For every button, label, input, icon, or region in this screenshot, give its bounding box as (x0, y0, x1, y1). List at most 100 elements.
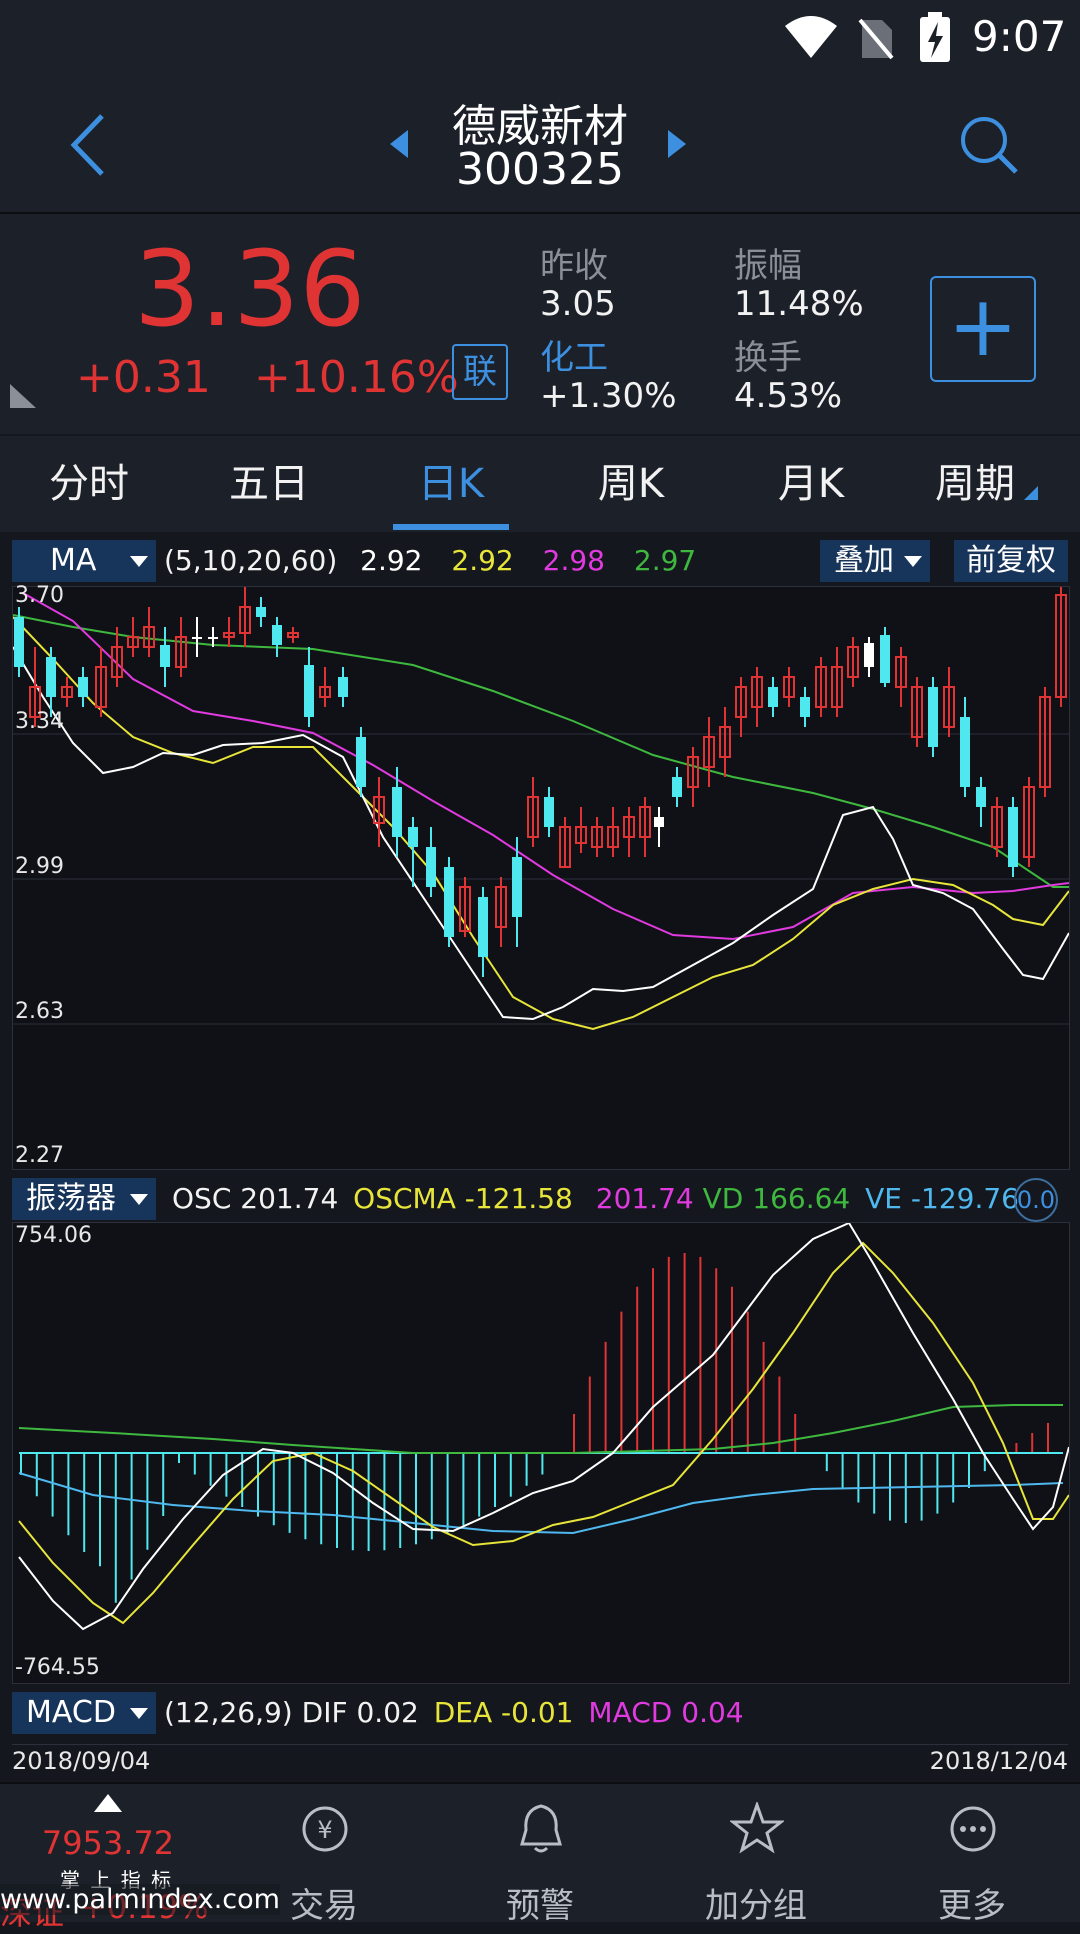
osc-legend-row: 振荡器 OSC 201.74 OSCMA -121.58 201.74 VD 1… (12, 1178, 1068, 1222)
macd-label: MACD (588, 1696, 673, 1729)
next-stock-arrow-icon[interactable] (666, 130, 686, 158)
quote-panel: 3.36 +0.31 +10.16% 联 昨收 3.05 化工 +1.30% 振… (0, 214, 1080, 434)
osc-extra-value: 201.74 (595, 1182, 694, 1215)
nav-alert[interactable]: 预警 (432, 1784, 648, 1926)
candle-body (160, 645, 170, 667)
tab-intraday[interactable]: 分时 (49, 461, 129, 507)
prev-stock-arrow-icon[interactable] (390, 130, 410, 158)
ma-selector[interactable]: MA (12, 540, 156, 582)
candle-body (639, 806, 651, 838)
oscillator-svg (18, 1223, 1069, 1631)
nav-add-group-label: 加分组 (705, 1886, 807, 1926)
candle-body (272, 625, 282, 645)
ma10-line (13, 616, 1069, 1031)
svg-text:¥: ¥ (317, 1816, 332, 1844)
candle-body (928, 687, 938, 747)
amplitude-label: 振幅 (734, 246, 802, 286)
candle-body (768, 687, 778, 707)
ma20-value: 2.98 (542, 544, 605, 577)
macd-legend-row: MACD (12,26,9) DIF 0.02 DEA -0.01 MACD 0… (12, 1692, 1068, 1734)
candle-body (338, 677, 348, 697)
ma-legend: (5,10,20,60) 2.92 2.92 2.98 2.97 (164, 540, 696, 582)
osc-y-top: 754.06 (15, 1223, 92, 1248)
period-dropdown-icon (1024, 486, 1038, 500)
candle-body (1023, 786, 1035, 858)
back-chevron-icon[interactable] (68, 112, 108, 178)
oscma-line (18, 1241, 1069, 1625)
candle-body (356, 737, 366, 787)
nav-index-ticker[interactable]: 7953.72 掌 上 指 标 深证 +0.19% www.palmindex.… (0, 1784, 280, 1932)
candle-body (815, 666, 827, 708)
turnover-value: 4.53% (734, 376, 843, 416)
candle-body (95, 666, 107, 708)
ma20-line (22, 592, 1069, 941)
candle-body (864, 643, 874, 667)
nav-add-group[interactable]: 加分组 (648, 1784, 864, 1926)
ma60-value: 2.97 (633, 544, 697, 577)
tab-five-day[interactable]: 五日 (229, 461, 309, 507)
period-tabs: 分时 五日 日K 周K 月K 周期 (0, 436, 1080, 532)
candle-body (192, 637, 202, 639)
tab-period[interactable]: 周期 (935, 461, 1015, 507)
stock-header: 德威新材 300325 (0, 80, 1080, 214)
tab-weekly-k[interactable]: 周K (597, 461, 665, 507)
candle-body (319, 686, 331, 698)
ve-line (18, 1472, 1064, 1535)
battery-charging-icon (920, 12, 950, 62)
ma5-value: 2.92 (360, 544, 423, 577)
candle-body (654, 817, 664, 827)
current-price: 3.36 (134, 228, 366, 350)
dif-value: 0.02 (356, 1696, 419, 1729)
candle-body (623, 816, 635, 838)
date-start: 2018/09/04 (12, 1747, 151, 1775)
candle-body (1039, 696, 1051, 788)
osc-selector[interactable]: 振荡器 (12, 1178, 156, 1220)
candle-body (392, 787, 402, 837)
candle-body (607, 826, 619, 848)
candle-body (911, 686, 923, 738)
search-icon[interactable] (958, 114, 1020, 176)
nav-alert-label: 预警 (506, 1886, 574, 1926)
candle-body (111, 646, 123, 678)
dif-label: DIF (301, 1696, 348, 1729)
yuan-exchange-icon: ¥ (302, 1806, 348, 1852)
chevron-down-icon (130, 1194, 148, 1205)
y-tick-2: 3.34 (15, 709, 64, 734)
candle-body (61, 686, 73, 698)
candlestick-svg (13, 587, 1069, 1031)
tab-daily-k[interactable]: 日K (417, 461, 485, 507)
sector-change: +1.30% (540, 376, 677, 416)
adjust-button[interactable]: 前复权 (954, 540, 1068, 582)
candle-body (175, 636, 187, 668)
index-value: 7953.72 (41, 1824, 175, 1862)
candle-body (46, 657, 56, 697)
watermark-url: www.palmindex.com (0, 1884, 280, 1915)
candle-body (495, 886, 507, 928)
y-tick-4: 2.63 (15, 999, 64, 1024)
candle-body (408, 827, 418, 847)
nav-more[interactable]: 更多 (864, 1784, 1080, 1926)
ve-label: VE (865, 1182, 903, 1215)
vd-line (18, 1404, 1063, 1454)
oscma-value: -121.58 (464, 1182, 573, 1215)
settings-circle-button[interactable]: 0.0 (1014, 1178, 1058, 1222)
tab-monthly-k[interactable]: 月K (777, 461, 845, 507)
macd-selector[interactable]: MACD (12, 1692, 156, 1734)
candle-body (426, 847, 436, 887)
overlay-button[interactable]: 叠加 (820, 540, 930, 582)
vd-value: 166.64 (752, 1182, 851, 1215)
candlestick-chart[interactable]: 3.70 3.34 2.99 2.63 2.27 (12, 583, 1070, 1170)
bottom-nav: 7953.72 掌 上 指 标 深证 +0.19% www.palmindex.… (0, 1782, 1080, 1932)
candles-group (14, 587, 1067, 977)
price-change: +0.31 (76, 352, 211, 403)
candle-body (976, 787, 986, 807)
add-to-watchlist-button[interactable]: + (930, 276, 1036, 382)
nav-trade[interactable]: ¥ 交易 (216, 1784, 432, 1926)
candle-body (703, 736, 715, 768)
macd-selector-label: MACD (26, 1695, 116, 1730)
macd-params: (12,26,9) (164, 1696, 293, 1729)
lian-badge[interactable]: 联 (452, 344, 508, 400)
candle-body (304, 665, 314, 717)
sector-label[interactable]: 化工 (540, 338, 608, 378)
oscillator-chart[interactable]: 754.06 -764.55 (12, 1222, 1070, 1684)
